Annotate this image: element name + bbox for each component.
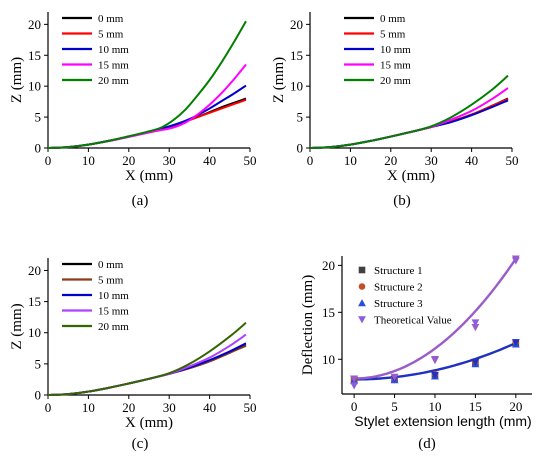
series-line-0mm	[48, 345, 246, 395]
y-tick-label: 10	[290, 79, 303, 94]
legend: Structure 1 Structure 2 Structure 3 Theoret…	[358, 265, 452, 327]
legend-label: Structure 3	[374, 298, 423, 310]
legend-label: Theoretical Value	[374, 315, 452, 327]
x-tick-label: 10	[82, 153, 95, 168]
caption-d: (d)	[418, 436, 436, 452]
legend-label: Structure 1	[374, 265, 423, 277]
x-axis-label: Stylet extension length (mm)	[354, 413, 531, 429]
legend: 0 mm 5 mm 10 mm 15 mm 20 mm	[62, 13, 129, 87]
data-point	[431, 356, 439, 363]
x-tick-label: 40	[203, 400, 216, 415]
y-tick-label: 15	[322, 305, 335, 320]
legend-label: 10 mm	[380, 44, 411, 56]
x-tick-label: 20	[122, 153, 135, 168]
x-tick-label: 30	[425, 153, 438, 168]
y-tick-label: 5	[35, 110, 42, 125]
x-tick-label: 0	[307, 153, 314, 168]
x-tick-label: 50	[244, 400, 257, 415]
series-line-15mm	[48, 65, 246, 148]
legend-label: 5 mm	[380, 29, 406, 41]
x-tick-label: 20	[509, 399, 522, 414]
legend-marker	[358, 316, 366, 323]
x-tick-label: 50	[506, 153, 519, 168]
legend-label: 5 mm	[98, 275, 124, 287]
series-line-15mm	[48, 335, 246, 395]
legend-label: 0 mm	[98, 13, 124, 25]
x-tick-label: 0	[45, 400, 52, 415]
series-line-10mm	[48, 343, 246, 395]
x-tick-label: 0	[351, 399, 358, 414]
x-tick-label: 40	[203, 153, 216, 168]
x-tick-label: 5	[391, 399, 398, 414]
legend-label: 20 mm	[98, 75, 129, 87]
legend-label: 15 mm	[380, 60, 411, 72]
legend-label: 0 mm	[380, 13, 406, 25]
x-tick-label: 30	[163, 400, 176, 415]
y-tick-label: 20	[28, 263, 41, 278]
y-tick-label: 5	[297, 110, 304, 125]
y-axis-label: Z (mm)	[271, 57, 287, 103]
y-tick-label: 15	[290, 48, 303, 63]
series-line-5mm	[48, 100, 246, 148]
caption-c: (c)	[132, 436, 149, 452]
series-line-0mm	[48, 99, 246, 148]
series-line-15mm	[310, 88, 508, 148]
x-tick-label: 40	[465, 153, 478, 168]
legend-label: 10 mm	[98, 290, 129, 302]
x-tick-label: 0	[45, 153, 52, 168]
y-axis-label: Z (mm)	[9, 57, 25, 103]
data-point	[472, 324, 480, 331]
legend-label: 5 mm	[98, 29, 124, 41]
y-tick-label: 15	[28, 48, 41, 63]
x-axis-label: X (mm)	[125, 415, 173, 431]
legend-label: 20 mm	[98, 321, 129, 333]
x-tick-label: 10	[82, 400, 95, 415]
y-axis-label: Z (mm)	[9, 303, 25, 349]
legend-label: 0 mm	[98, 259, 124, 271]
data-point	[350, 382, 358, 389]
series-line-20mm	[48, 21, 246, 148]
x-axis-label: X (mm)	[125, 168, 173, 184]
y-tick-label: 10	[28, 325, 41, 340]
legend-marker	[359, 267, 366, 274]
legend-label: 15 mm	[98, 60, 129, 72]
x-tick-label: 20	[384, 153, 397, 168]
legend-label: 20 mm	[380, 75, 411, 87]
legend-marker	[359, 283, 366, 290]
y-tick-label: 20	[290, 17, 303, 32]
y-tick-label: 15	[28, 294, 41, 309]
y-tick-label: 0	[35, 141, 42, 156]
legend: 0 mm 5 mm 10 mm 15 mm 20 mm	[62, 259, 129, 333]
y-tick-label: 0	[35, 388, 42, 403]
y-axis-label: Deflection (mm)	[300, 275, 316, 375]
y-tick-label: 10	[28, 79, 41, 94]
y-tick-label: 20	[322, 258, 335, 273]
y-tick-label: 5	[35, 356, 42, 371]
x-tick-label: 30	[163, 153, 176, 168]
x-tick-label: 50	[244, 153, 257, 168]
caption-b: (b)	[393, 193, 411, 209]
series-line-10mm	[48, 86, 246, 148]
x-tick-label: 10	[428, 399, 441, 414]
y-tick-label: 10	[322, 352, 335, 367]
x-tick-label: 20	[122, 400, 135, 415]
x-tick-label: 10	[344, 153, 357, 168]
legend-label: 15 mm	[98, 306, 129, 318]
y-tick-label: 20	[28, 17, 41, 32]
y-tick-label: 0	[297, 141, 304, 156]
x-axis-label: X (mm)	[387, 168, 435, 184]
legend-marker	[358, 299, 366, 306]
x-tick-label: 15	[469, 399, 482, 414]
series-line-0mm	[310, 99, 508, 148]
legend-label: Structure 2	[374, 282, 423, 294]
legend-label: 10 mm	[98, 44, 129, 56]
legend: 0 mm 5 mm 10 mm 15 mm 20 mm	[344, 13, 411, 87]
caption-a: (a)	[132, 193, 149, 209]
